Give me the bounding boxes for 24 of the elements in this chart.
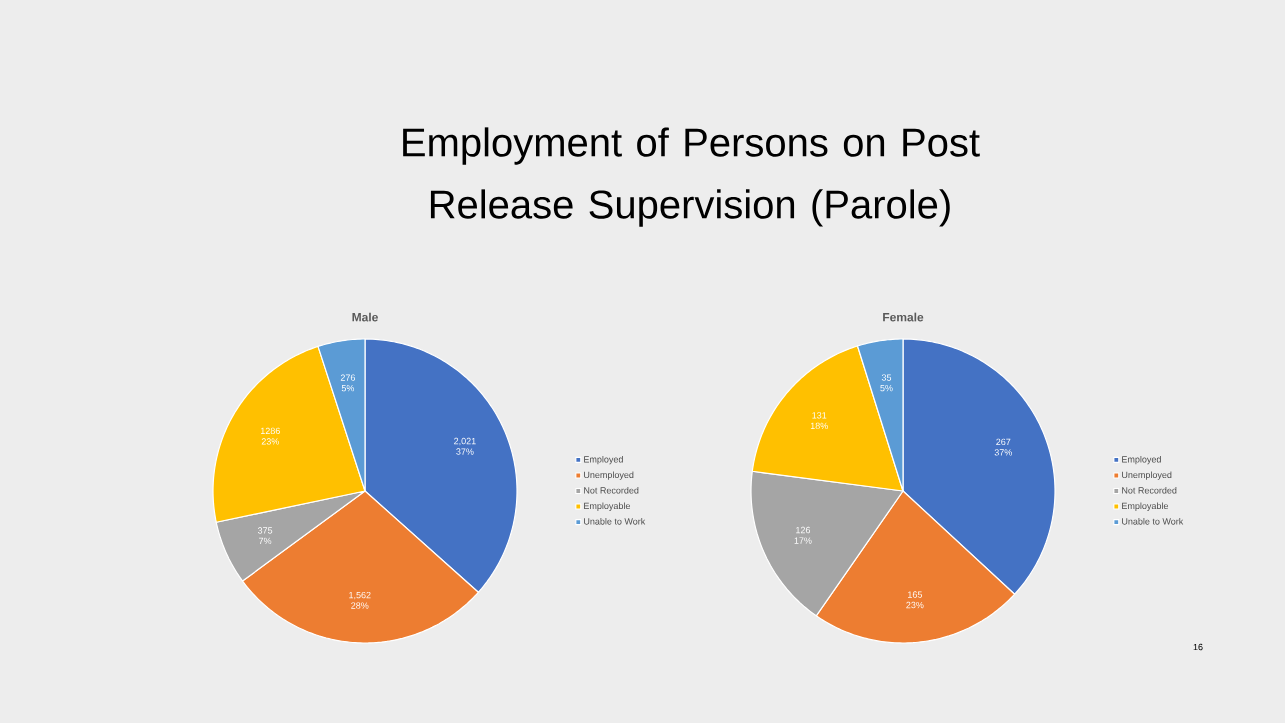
data-label: 1,562 28% <box>349 591 371 609</box>
data-label: 165 23% <box>906 591 924 609</box>
chart-title: Employment of Persons on Post Release Supervision (Parole) <box>403 127 980 227</box>
data-label: 126 17% <box>794 526 812 544</box>
data-label: 267 37% <box>994 438 1012 456</box>
legend-label: Employable <box>584 502 631 511</box>
data-label: 1286 23% <box>260 427 280 445</box>
data-label: 131 18% <box>810 412 828 430</box>
data-label: 2,021 37% <box>454 437 476 455</box>
legend-label: Employed <box>1122 455 1161 465</box>
legend-label: Not Recorded <box>1122 486 1177 494</box>
data-label: 375 7% <box>257 527 273 545</box>
legend-label: Unemployed <box>584 471 634 480</box>
data-label: 35 5% <box>880 374 893 392</box>
legend-label: Unable to Work <box>1122 518 1184 525</box>
legend-label: Employable <box>1122 502 1169 511</box>
data-label: 276 5% <box>340 374 355 392</box>
legend-label: Unemployed <box>1122 471 1172 480</box>
legend-label: Unable to Work <box>584 518 646 525</box>
chart-subtitle: Male <box>352 312 378 322</box>
legend-label: Employed <box>584 455 623 465</box>
legend-label: Not Recorded <box>584 486 639 494</box>
chart-title: Female <box>883 312 924 322</box>
text: 16 <box>1193 643 1203 651</box>
